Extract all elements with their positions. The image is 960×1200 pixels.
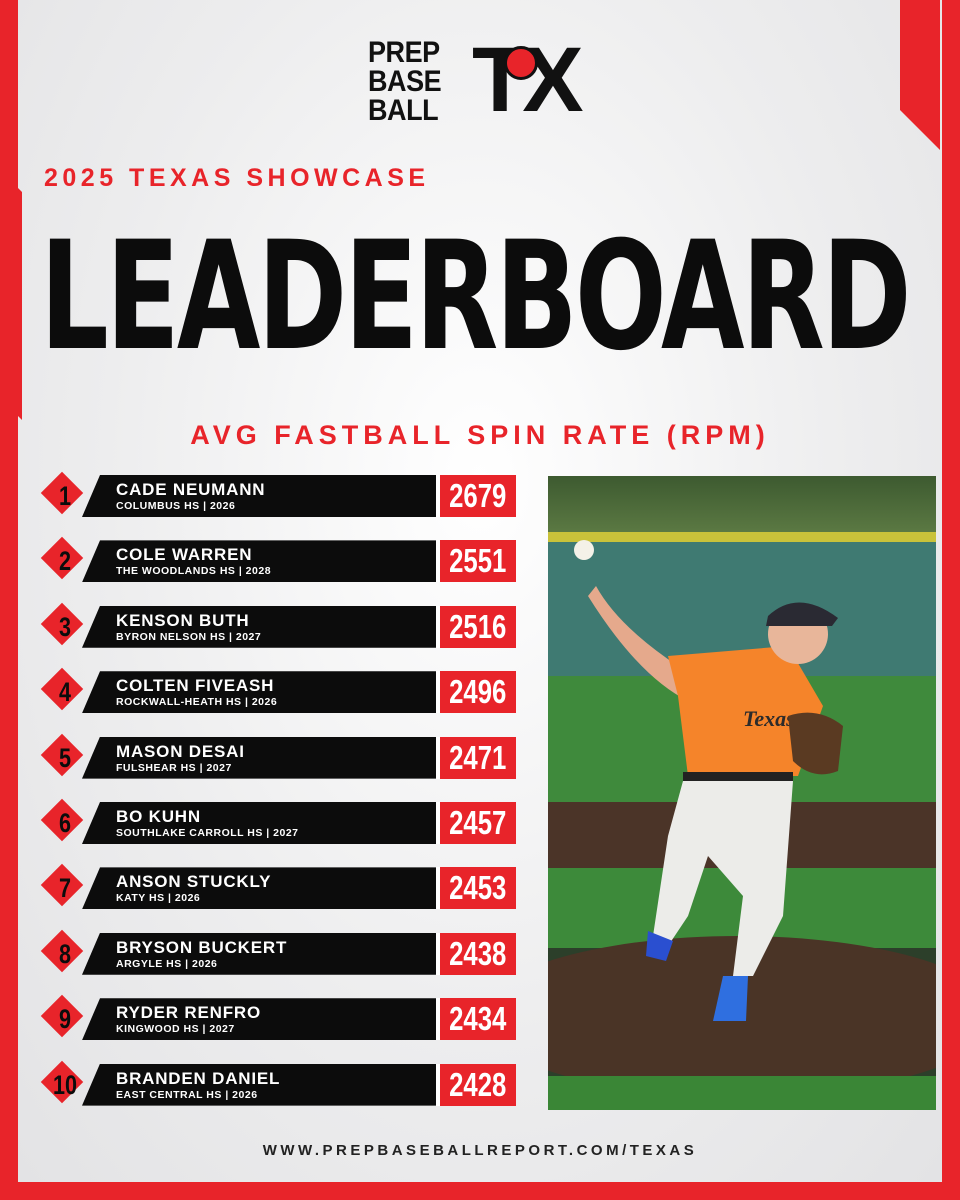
player-school-year: FULSHEAR HS | 2027 (116, 761, 232, 774)
right-red-border (942, 0, 960, 1200)
leaderboard-row: 3 KENSON BUTH BYRON NELSON HS | 2027 2516 (40, 602, 518, 649)
bottom-red-border (0, 1182, 960, 1200)
rank-badge: 5 (40, 733, 86, 779)
row-bar (82, 475, 478, 517)
player-school-year: EAST CENTRAL HS | 2026 (116, 1088, 258, 1101)
spin-rate-value: 2516 (436, 605, 516, 648)
rank-badge: 7 (40, 864, 86, 909)
player-name: KENSON BUTH (116, 610, 250, 630)
rank-badge: 6 (40, 798, 86, 844)
player-name: BRYSON BUCKERT (116, 937, 288, 957)
leaderboard-row: 8 BRYSON BUCKERT ARGYLE HS | 2026 2438 (40, 929, 518, 976)
row-bar (82, 605, 478, 648)
player-name: RYDER RENFRO (116, 1003, 261, 1023)
rank-badge: 10 (40, 1060, 86, 1106)
rank-badge: 3 (40, 602, 86, 648)
rank-number: 2 (58, 546, 72, 577)
rank-badge: 9 (40, 994, 86, 1040)
leaderboard-row: 1 CADE NEUMANN COLUMBUS HS | 2026 2679 (40, 471, 518, 518)
player-name: BO KUHN (116, 807, 201, 826)
rank-badge: 2 (40, 537, 86, 582)
player-school-year: THE WOODLANDS HS | 2028 (116, 565, 272, 578)
leaderboard-row: 7 ANSON STUCKLY KATY HS | 2026 2453 (40, 864, 518, 910)
rank-badge: 4 (40, 667, 86, 713)
player-name: BRANDEN DANIEL (116, 1068, 281, 1088)
rank-number: 7 (58, 873, 72, 904)
player-name: ANSON STUCKLY (116, 872, 272, 892)
player-school-year: SOUTHLAKE CARROLL HS | 2027 (116, 827, 299, 839)
row-bar (82, 540, 478, 583)
spin-rate-value: 2471 (436, 736, 516, 779)
event-subtitle: 2025 TEXAS SHOWCASE (44, 164, 430, 192)
rank-number: 1 (58, 481, 72, 511)
player-school-year: BYRON NELSON HS | 2027 (116, 630, 262, 643)
rank-number: 5 (58, 742, 72, 773)
rank-number: 9 (58, 1004, 72, 1035)
row-bar (82, 1063, 478, 1106)
player-school-year: ROCKWALL-HEATH HS | 2026 (116, 696, 278, 709)
player-school-year: KATY HS | 2026 (116, 892, 201, 905)
player-name: CADE NEUMANN (116, 480, 266, 499)
player-name: MASON DESAI (116, 741, 245, 761)
page-title: LEADERBOARD (40, 210, 912, 384)
rank-number: 3 (58, 611, 72, 642)
row-bar (82, 671, 478, 714)
spin-rate-value: 2496 (436, 671, 516, 714)
spin-rate-value: 2457 (436, 802, 516, 844)
jersey-text: Texas (743, 706, 795, 731)
logo-wordmark: PREP BASE BALL (368, 36, 442, 127)
rank-number: 8 (58, 938, 72, 969)
row-bar (82, 932, 478, 975)
spin-rate-value: 2438 (436, 932, 516, 975)
spin-rate-value: 2453 (436, 867, 516, 910)
spin-rate-value: 2434 (436, 998, 516, 1041)
row-bar (82, 736, 478, 779)
rank-number: 10 (52, 1069, 78, 1100)
row-bar (82, 867, 478, 910)
pitcher-photo-illustration: Texas (548, 476, 936, 1110)
row-bar (82, 998, 478, 1041)
website-url: WWW.PREPBASEBALLREPORT.COM/TEXAS (262, 1142, 698, 1159)
prep-baseball-tx-logo: PREP BASE BALL TX (368, 32, 598, 134)
pitcher-photo: Texas (548, 476, 936, 1110)
player-school-year: ARGYLE HS | 2026 (116, 957, 218, 970)
player-school-year: COLUMBUS HS | 2026 (116, 500, 236, 512)
player-name: COLTEN FIVEASH (116, 676, 275, 696)
baseball-icon (504, 46, 538, 80)
player-school-year: KINGWOOD HS | 2027 (116, 1023, 235, 1036)
leaderboard-row: 9 RYDER RENFRO KINGWOOD HS | 2027 2434 (40, 994, 518, 1041)
metric-title: AVG FASTBALL SPIN RATE (RPM) (190, 420, 770, 450)
rank-number: 4 (58, 677, 72, 708)
row-bar (82, 802, 478, 844)
rank-number: 6 (58, 808, 72, 838)
spin-rate-value: 2551 (436, 540, 516, 583)
leaderboard-row: 2 COLE WARREN THE WOODLANDS HS | 2028 2551 (40, 537, 518, 583)
rank-badge: 8 (40, 929, 86, 975)
leaderboard-row: 6 BO KUHN SOUTHLAKE CARROLL HS | 2027 2457 (40, 798, 518, 845)
player-name: COLE WARREN (116, 545, 253, 565)
leaderboard-row: 4 COLTEN FIVEASH ROCKWALL-HEATH HS | 2026 2… (40, 667, 518, 714)
leaderboard-row: 5 MASON DESAI FULSHEAR HS | 2027 2471 (40, 733, 518, 780)
leaderboard-row: 10 BRANDEN DANIEL EAST CENTRAL HS | 2026 24… (40, 1060, 518, 1107)
top-right-accent-stripes (900, 0, 960, 160)
spin-rate-value: 2679 (436, 475, 516, 517)
spin-rate-value: 2428 (436, 1063, 516, 1106)
rank-badge: 1 (40, 471, 86, 517)
left-accent-stripes (0, 170, 22, 420)
